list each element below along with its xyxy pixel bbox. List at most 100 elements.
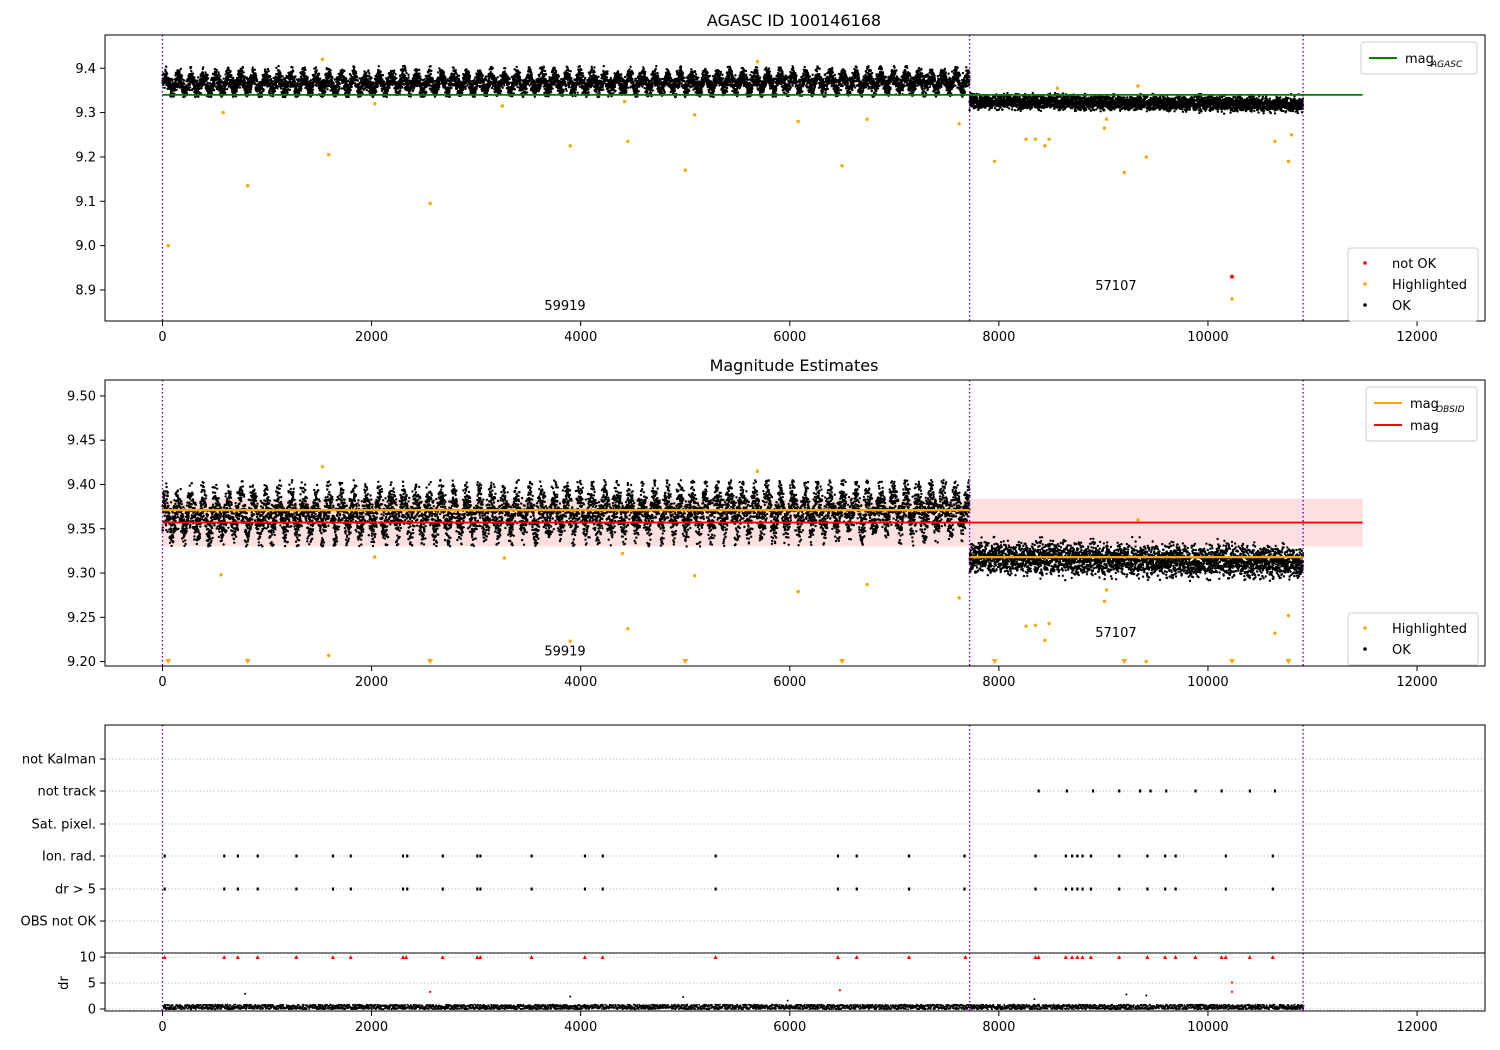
ok-point <box>438 85 441 89</box>
ok-point <box>587 91 590 94</box>
ok-point <box>475 85 479 88</box>
ok-point <box>326 88 329 91</box>
ok-point <box>188 86 192 89</box>
ok-point <box>587 88 590 91</box>
ok-point <box>171 78 174 81</box>
ok-point <box>338 87 341 90</box>
ok-point <box>580 68 583 72</box>
ok-point <box>448 89 451 93</box>
ok-point <box>180 77 183 80</box>
ok-point <box>227 66 230 70</box>
ok-point <box>457 74 461 77</box>
ok-point <box>294 75 297 78</box>
ok-point <box>190 69 193 73</box>
ok-point <box>418 68 421 72</box>
ok-point <box>293 80 297 84</box>
ok-point <box>314 66 318 69</box>
ok-point <box>176 69 179 72</box>
ok-point <box>324 90 327 93</box>
ok-point <box>200 75 203 78</box>
ok-point <box>602 64 605 68</box>
ok-point <box>163 86 166 90</box>
ok-point <box>191 87 194 91</box>
ok-point <box>475 87 478 90</box>
ok-point <box>277 64 280 68</box>
ok-point <box>243 75 246 78</box>
ok-point <box>423 78 426 81</box>
ok-point <box>238 86 242 89</box>
ok-point <box>613 85 617 89</box>
ok-point <box>319 77 322 80</box>
ok-point <box>538 75 541 78</box>
ok-point <box>235 90 238 93</box>
ok-point <box>407 76 410 79</box>
ok-point <box>419 75 422 78</box>
ok-point <box>620 73 623 76</box>
ok-point <box>515 65 518 69</box>
ok-point <box>625 88 628 92</box>
ok-point <box>196 89 200 92</box>
ok-point <box>533 95 536 99</box>
ok-point <box>557 75 561 78</box>
ok-point <box>431 77 434 81</box>
ok-point <box>418 72 421 75</box>
ok-point <box>550 84 553 88</box>
ok-point <box>573 91 577 94</box>
ok-point <box>543 69 547 73</box>
ok-point <box>286 91 289 94</box>
ok-point <box>219 78 222 82</box>
ok-point <box>562 88 565 92</box>
ok-point <box>375 90 378 94</box>
ok-point <box>556 77 559 81</box>
ok-point <box>465 68 468 71</box>
ok-point <box>584 76 587 80</box>
ok-point <box>349 88 352 92</box>
ok-point <box>593 70 596 74</box>
ok-point <box>255 80 259 83</box>
ok-point <box>605 76 609 79</box>
ok-point <box>219 83 222 87</box>
ok-point <box>525 87 528 91</box>
ok-point <box>210 95 213 99</box>
ok-point <box>200 86 203 90</box>
ok-point <box>388 86 391 90</box>
ok-point <box>172 95 176 98</box>
ok-point <box>391 73 394 76</box>
ok-point <box>206 81 209 85</box>
ok-point <box>376 84 379 88</box>
ok-point <box>567 86 571 89</box>
ok-point <box>368 72 371 75</box>
ok-point <box>501 86 504 90</box>
ok-point <box>329 73 332 76</box>
ok-point <box>467 71 471 74</box>
ok-point <box>356 79 359 83</box>
ok-point <box>570 77 573 80</box>
ok-point <box>224 84 227 87</box>
ok-point <box>523 90 527 93</box>
ok-point <box>188 83 191 87</box>
ok-point <box>489 70 492 74</box>
ok-point <box>275 66 278 70</box>
ok-point <box>474 91 477 94</box>
ok-point <box>489 84 492 87</box>
ok-point <box>355 75 359 79</box>
ok-point <box>565 89 568 93</box>
ok-point <box>204 71 207 74</box>
ok-point <box>348 91 351 94</box>
ok-point <box>178 70 181 73</box>
ok-point <box>425 91 428 94</box>
ok-point <box>217 73 221 76</box>
ok-point <box>544 73 548 76</box>
ok-point <box>182 79 186 82</box>
ok-point <box>609 76 612 80</box>
ok-point <box>457 77 461 81</box>
ok-point <box>444 76 447 79</box>
ok-point <box>445 81 448 85</box>
ok-point <box>481 74 485 77</box>
ok-point <box>185 92 189 95</box>
ok-point <box>390 69 394 73</box>
ok-point <box>291 70 295 73</box>
ok-point <box>412 88 415 92</box>
